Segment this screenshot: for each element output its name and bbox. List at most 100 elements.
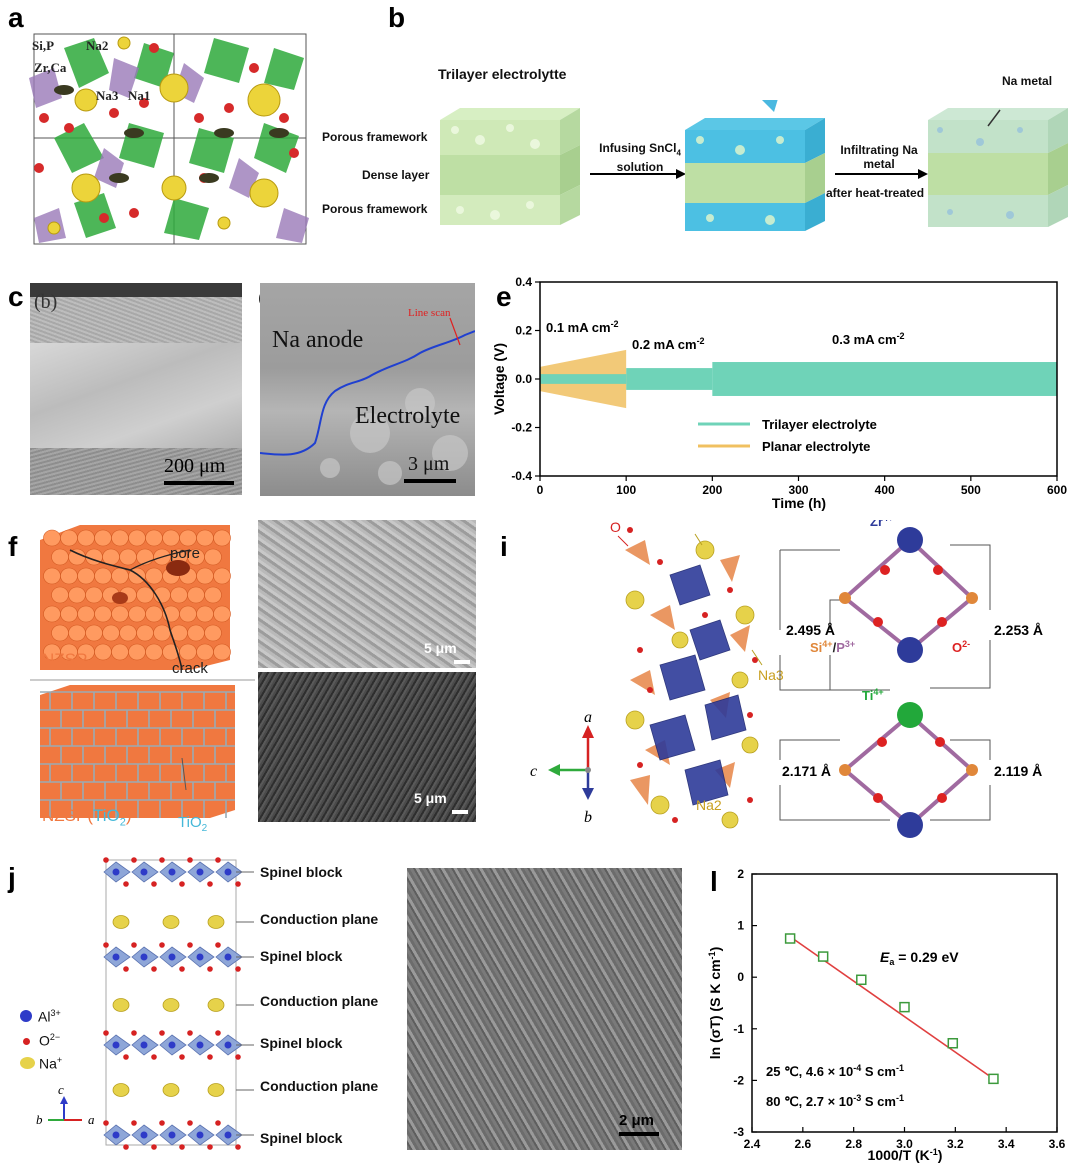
grain — [145, 643, 163, 661]
al-atom — [196, 868, 204, 876]
panel-j-structure: c b a — [36, 857, 254, 1150]
na-atom — [112, 998, 130, 1012]
label-si-p: Si,P — [32, 38, 54, 53]
ti-bond-diagram — [779, 702, 991, 838]
grain — [111, 529, 129, 547]
al-atom — [224, 953, 232, 961]
grain — [153, 624, 171, 642]
grain — [119, 548, 137, 566]
o-atom — [131, 857, 137, 863]
scale-bar — [454, 660, 470, 664]
layer-label: Conduction plane — [260, 911, 379, 927]
panel-label-l: l — [710, 866, 718, 897]
ea-annotation: Ea = 0.29 eV — [880, 949, 959, 967]
grain — [196, 643, 214, 661]
annotation-0.2: 0.2 mA cm-2 — [632, 336, 705, 352]
grain — [111, 605, 129, 623]
grain — [213, 567, 231, 585]
panel-label-c: c — [8, 281, 24, 312]
crack-line — [69, 549, 183, 671]
layer-label: Spinel block — [260, 864, 343, 880]
na-atom — [112, 915, 130, 929]
x-tick-label: 3.2 — [947, 1137, 964, 1151]
scale-bar — [452, 810, 468, 814]
annotation-0.3: 0.3 mA cm-2 — [832, 331, 905, 347]
o-atom — [159, 942, 165, 948]
o-atom — [159, 857, 165, 863]
label-zr-ca: Zr,Ca — [34, 60, 67, 75]
o-atom — [179, 1144, 185, 1150]
axis-c-label: c — [58, 1082, 64, 1097]
y-tick-label: 0 — [737, 970, 744, 984]
x-tick-label: 3.0 — [896, 1137, 913, 1151]
data-point — [947, 1037, 959, 1049]
al-atom — [140, 868, 148, 876]
al-atom — [224, 1131, 232, 1139]
y-tick-label: 0.0 — [515, 372, 532, 386]
panel-i-structure: O Na3 Na2 a c b Zr4+ 2.49 — [530, 520, 1043, 838]
panel-label-a: a — [8, 2, 24, 33]
al-atom — [112, 953, 120, 961]
o-atom — [151, 1054, 157, 1060]
grain — [102, 624, 120, 642]
panel-j-legend: Al3+ O2− Na+ — [20, 1003, 62, 1074]
o-atom — [131, 942, 137, 948]
grain — [196, 529, 214, 547]
layer-label-dense: Dense layer — [362, 168, 430, 182]
legend-al: Al3+ — [20, 1003, 62, 1027]
label-na1: Na1 — [128, 88, 150, 103]
axis-c-label: c — [530, 763, 537, 780]
panel-c-sem-image: (b) 200 μm — [30, 283, 242, 495]
grain — [128, 605, 146, 623]
legend-na: Na+ — [20, 1050, 62, 1074]
electrolyte-label: Electrolyte — [355, 403, 461, 429]
scale-bar — [164, 481, 234, 485]
o-atom — [235, 881, 241, 887]
x-tick-label: 500 — [961, 483, 981, 497]
panel-label-j: j — [8, 862, 16, 893]
legend-trilayer: Trilayer electrolyte — [762, 417, 877, 432]
na-metal-label: Na metal — [1002, 74, 1053, 88]
x-tick-label: 2.8 — [845, 1137, 862, 1151]
ti-right-length: 2.119 Å — [994, 763, 1042, 779]
o-atom — [187, 857, 193, 863]
grain — [60, 529, 78, 547]
corner-label: (b) — [34, 291, 58, 313]
grain — [94, 605, 112, 623]
o-atom — [123, 1054, 129, 1060]
scale-label: 5 μm — [414, 790, 447, 806]
axis-a-label: a — [88, 1112, 95, 1127]
grain — [187, 586, 205, 604]
ti-left-length: 2.171 Å — [782, 763, 831, 779]
al-atom — [112, 868, 120, 876]
scale-label: 3 μm — [408, 453, 450, 475]
na-atom — [207, 915, 225, 929]
line-scan-label: Line scan — [408, 307, 451, 319]
cube-na-metal — [928, 108, 1068, 227]
grain — [204, 548, 222, 566]
o-atom — [159, 1120, 165, 1126]
o-atom — [187, 942, 193, 948]
o-atom — [103, 1120, 109, 1126]
o-atom — [235, 1054, 241, 1060]
panel-d-sem-image: Na anode Electrolyte Line scan 3 μm — [260, 283, 475, 496]
y-tick-label: 0.4 — [515, 275, 532, 289]
o-atom — [207, 881, 213, 887]
label-na2: Na2 — [86, 38, 108, 53]
grain — [136, 624, 154, 642]
boundary-line — [260, 330, 475, 456]
o-atom — [123, 966, 129, 972]
grain — [145, 529, 163, 547]
o-atom — [215, 857, 221, 863]
grain — [196, 605, 214, 623]
o-atom — [151, 1144, 157, 1150]
grain — [179, 529, 197, 547]
o2-label: O2- — [952, 639, 970, 655]
y-tick-label: -2 — [733, 1073, 744, 1087]
panel-b-schematic — [440, 100, 1068, 231]
al-atom — [168, 953, 176, 961]
o-atom — [207, 1054, 213, 1060]
na3-label: Na3 — [758, 667, 784, 683]
data-point — [817, 951, 829, 962]
layer-label: Spinel block — [260, 948, 343, 964]
